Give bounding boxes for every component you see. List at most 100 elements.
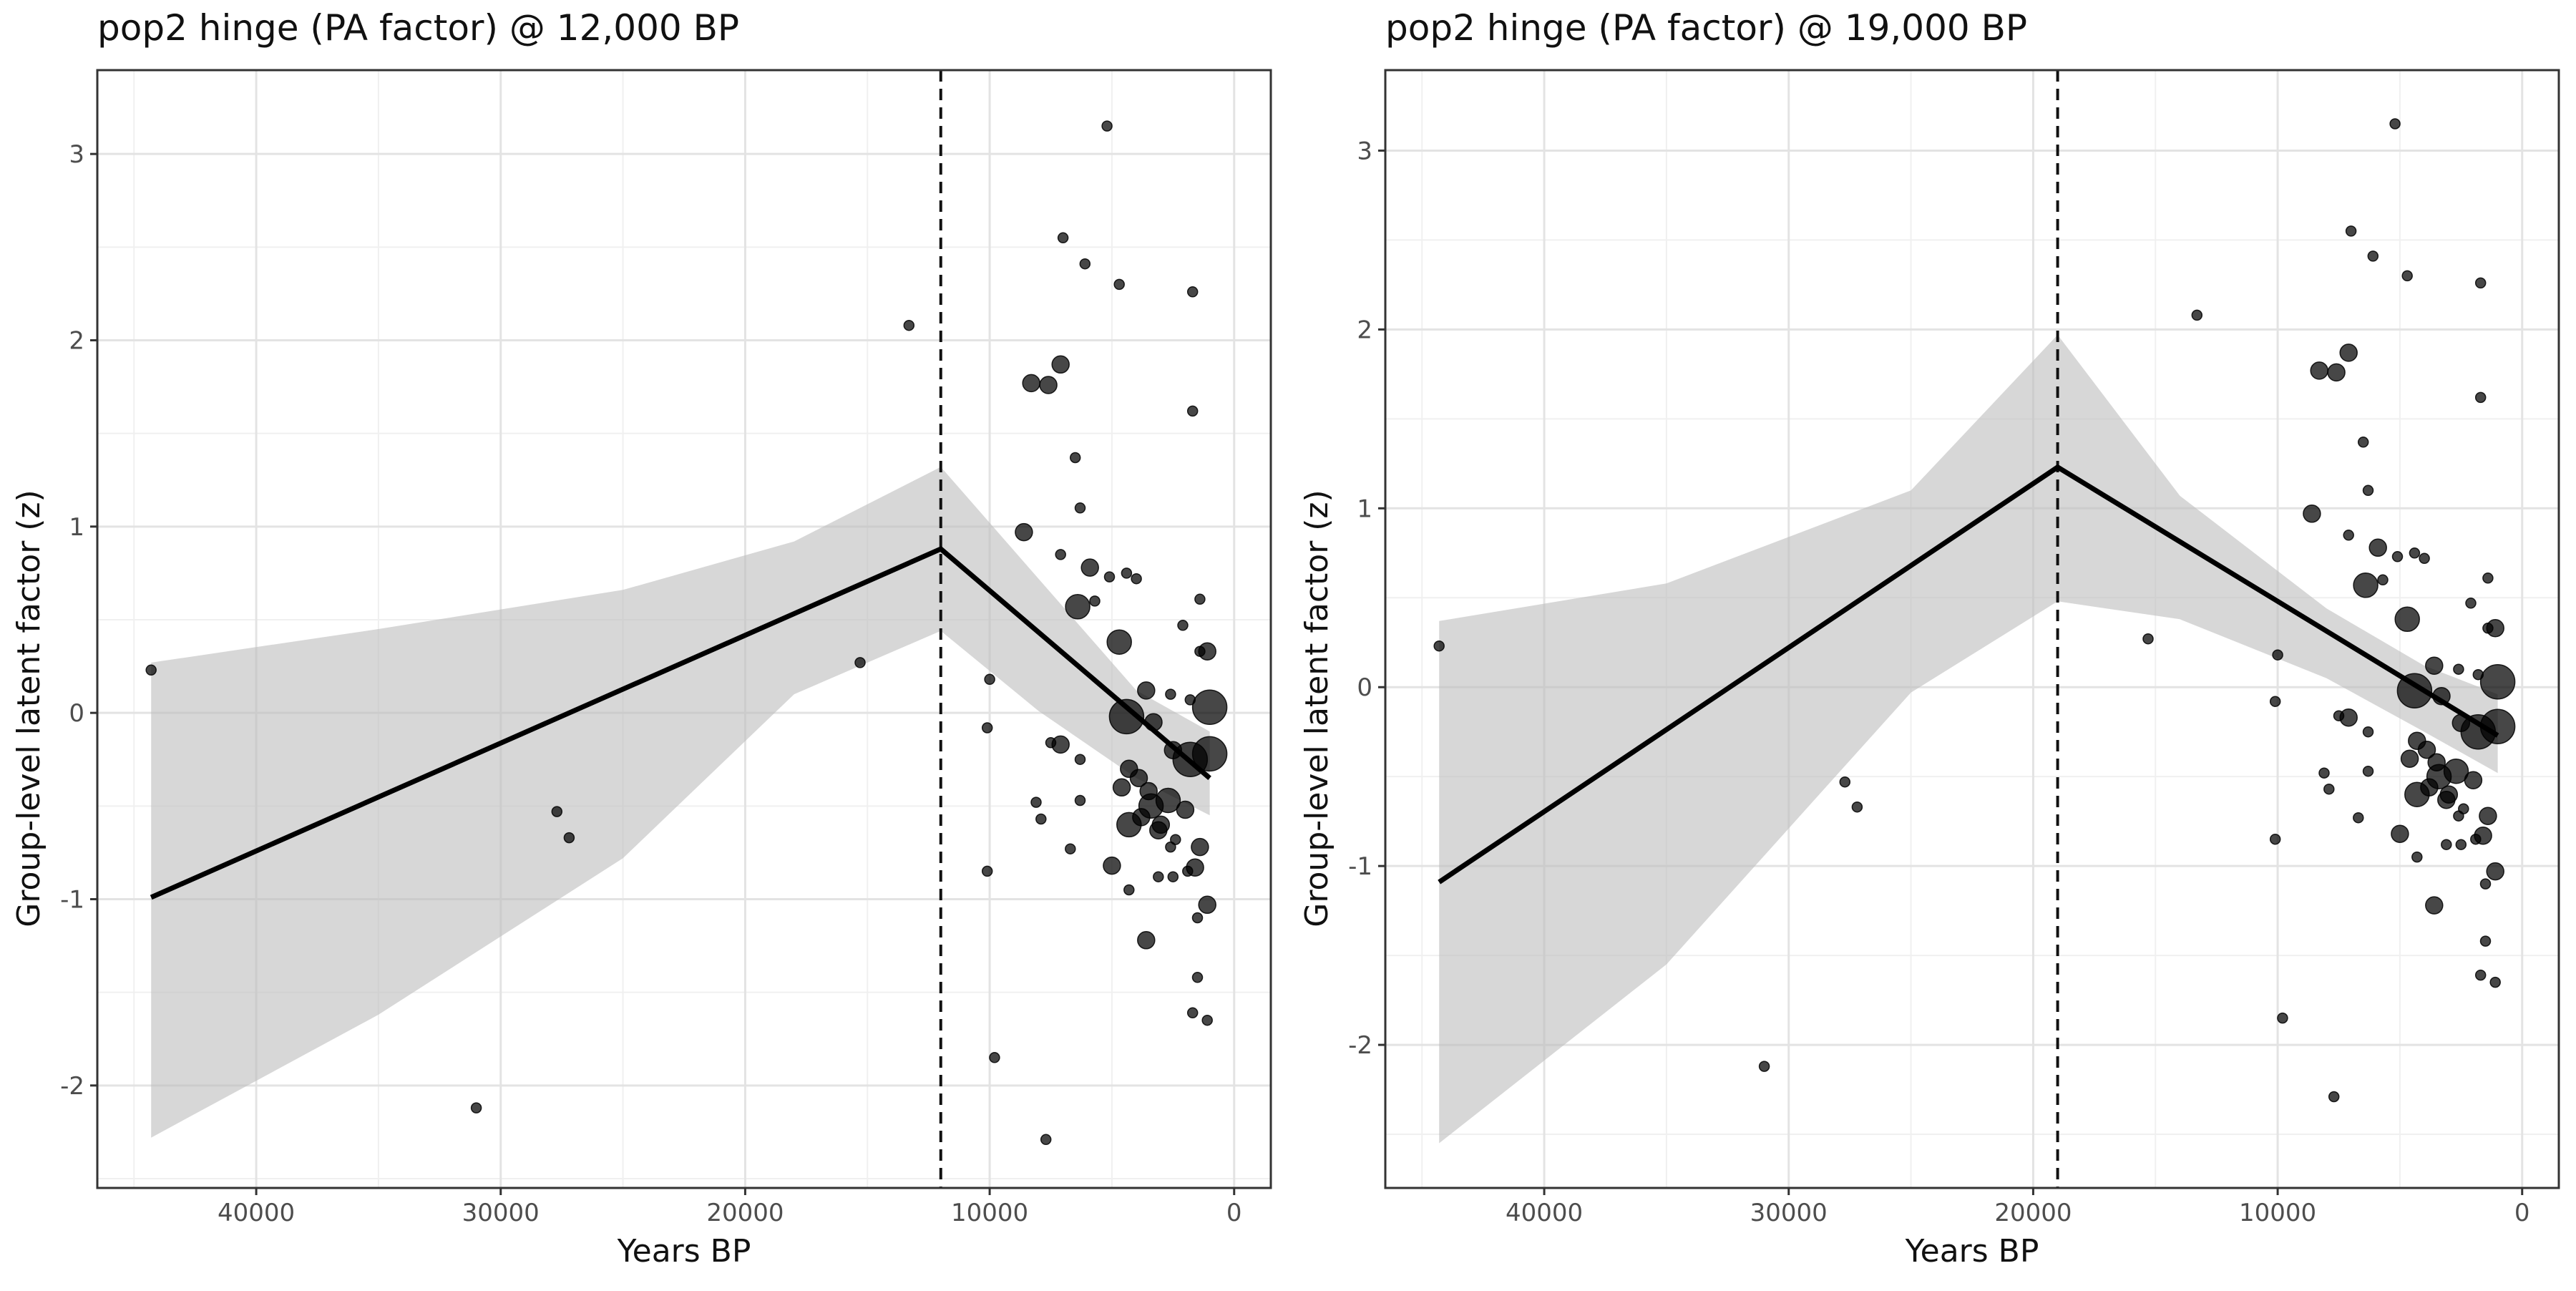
- data-point: [1177, 620, 1189, 631]
- data-point: [1123, 884, 1135, 896]
- data-point: [2455, 839, 2467, 850]
- data-point: [1176, 800, 1195, 819]
- x-tick-label: 0: [2514, 1199, 2530, 1227]
- data-point: [2269, 833, 2281, 845]
- data-point: [1194, 646, 1206, 657]
- data-point: [1165, 688, 1176, 700]
- data-point: [1186, 286, 1199, 298]
- data-point: [2401, 270, 2413, 282]
- data-point: [1074, 502, 1086, 514]
- data-point: [2343, 530, 2354, 541]
- x-axis-label-left: Years BP: [617, 1233, 751, 1270]
- data-point: [1121, 567, 1133, 579]
- fit-line: [1438, 464, 2499, 885]
- data-point: [981, 865, 993, 877]
- panel-right: 40000 30000 20000 10000 0 -2 -1 0 1 2 3 pop2 hinge …: [1299, 7, 2560, 1270]
- data-point: [1103, 571, 1116, 583]
- data-point: [2272, 649, 2283, 661]
- data-point: [470, 1102, 482, 1114]
- data-point: [2479, 807, 2497, 825]
- data-point: [2303, 505, 2321, 523]
- y-tick-label: -1: [1348, 852, 1372, 881]
- data-point: [1101, 120, 1113, 132]
- data-point: [2470, 833, 2482, 845]
- y-tick-label: 3: [1357, 137, 1372, 165]
- data-point: [2391, 551, 2404, 562]
- data-point: [1165, 841, 1176, 853]
- data-point: [1194, 593, 1206, 605]
- plot-area: 40000 30000 20000 10000 0 -2 -1 0 1 2 3: [1348, 69, 2560, 1227]
- data-point: [1186, 405, 1199, 417]
- data-point: [2377, 574, 2389, 586]
- data-point: [551, 806, 563, 817]
- data-point: [1132, 808, 1151, 827]
- x-axis-label-right: Years BP: [1905, 1233, 2039, 1270]
- data-point: [2453, 663, 2464, 675]
- data-point: [2409, 547, 2421, 559]
- data-point: [1051, 735, 1070, 754]
- data-point: [1030, 796, 1042, 808]
- data-point: [1167, 871, 1179, 882]
- data-point: [1074, 754, 1086, 765]
- data-point: [2479, 935, 2492, 947]
- data-point: [563, 832, 575, 844]
- data-point: [1065, 843, 1076, 854]
- fit-line: [150, 546, 1211, 900]
- data-point: [2310, 361, 2328, 380]
- data-point: [2474, 391, 2487, 404]
- data-point: [903, 319, 915, 331]
- data-point: [2339, 344, 2358, 362]
- confidence-ribbon: [151, 467, 1210, 1138]
- x-tick-label: 20000: [1994, 1199, 2072, 1227]
- y-axis-label-right: Group-level latent factor (z): [1299, 489, 1335, 927]
- data-point: [1103, 856, 1121, 875]
- data-point: [1079, 258, 1091, 270]
- data-point: [1080, 558, 1099, 577]
- y-tick-label: 1: [1357, 495, 1372, 523]
- y-tick-label: 0: [69, 699, 84, 728]
- data-point: [2482, 573, 2494, 584]
- data-point: [2353, 573, 2379, 598]
- data-point: [2411, 851, 2423, 863]
- data-point: [2142, 633, 2154, 645]
- data-point: [2420, 778, 2439, 796]
- data-point: [2353, 812, 2364, 824]
- data-point: [2362, 726, 2374, 738]
- data-point: [1137, 681, 1156, 700]
- data-point: [2425, 896, 2444, 915]
- x-tick-label: 10000: [2239, 1199, 2316, 1227]
- data-point: [1153, 871, 1164, 882]
- panel-border: [1384, 69, 2560, 1189]
- data-point: [1191, 972, 1204, 983]
- data-point: [1191, 736, 1228, 772]
- x-tick-label: 40000: [218, 1199, 295, 1227]
- panel-border: [96, 69, 1272, 1189]
- confidence-ribbon: [1439, 334, 2498, 1144]
- y-tick-label: -2: [1348, 1031, 1372, 1060]
- data-point: [2453, 810, 2464, 822]
- data-point: [2474, 277, 2487, 289]
- panel-left: 40000 30000 20000 10000 0 -2 -1 0 1 2 3 pop2 hinge …: [11, 7, 1272, 1270]
- x-tick-label: 10000: [951, 1199, 1028, 1227]
- data-point: [1113, 278, 1125, 291]
- data-point: [1191, 837, 1209, 857]
- data-point: [1112, 778, 1131, 797]
- y-tick-label: 3: [69, 140, 84, 169]
- data-point: [1131, 573, 1142, 585]
- chart-title-left: pop2 hinge (PA factor) @ 12,000 BP: [97, 7, 739, 49]
- data-point: [2345, 225, 2357, 237]
- data-point: [1022, 374, 1040, 393]
- data-point: [2367, 250, 2379, 262]
- data-point: [1069, 452, 1081, 464]
- data-point: [1074, 794, 1086, 807]
- x-tick-label: 20000: [706, 1199, 784, 1227]
- y-tick-label: 0: [1357, 673, 1372, 702]
- data-point: [2417, 740, 2436, 759]
- y-tick-label: 2: [69, 326, 84, 355]
- data-point: [2362, 765, 2374, 777]
- x-tick-label: 30000: [462, 1199, 540, 1227]
- data-point: [2391, 824, 2409, 843]
- data-point: [2357, 437, 2369, 448]
- data-point: [2339, 708, 2358, 727]
